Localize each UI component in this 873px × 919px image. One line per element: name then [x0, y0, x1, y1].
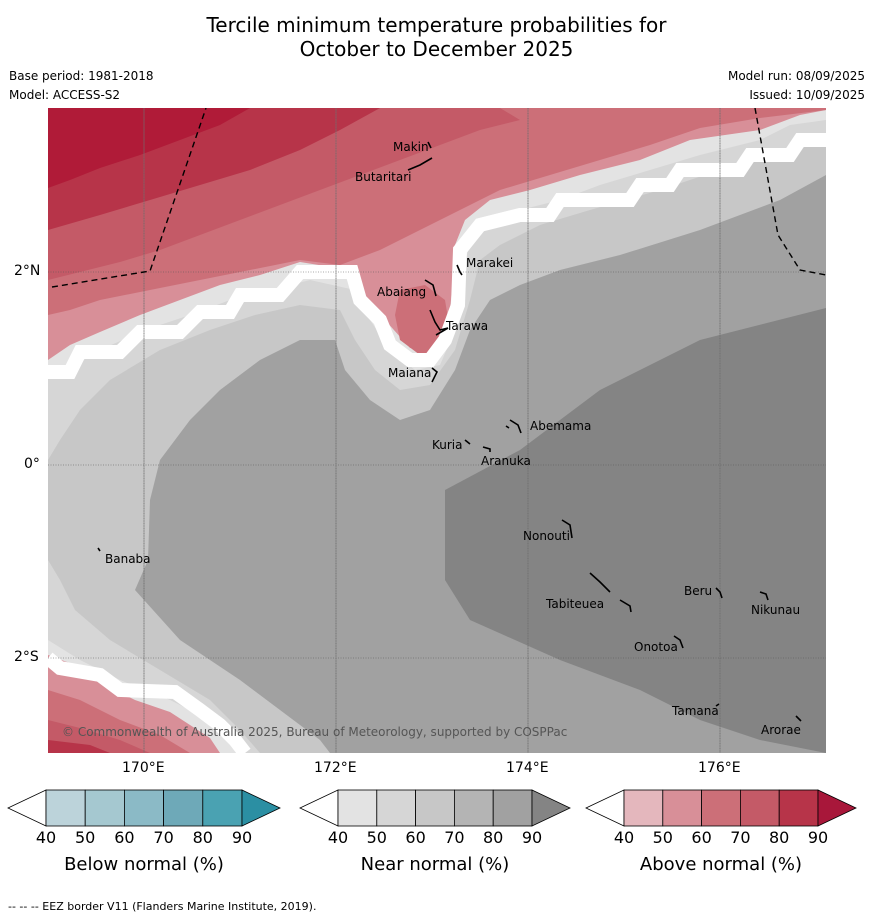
colorbar-tick-label: 40	[35, 828, 57, 847]
place-label: Butaritari	[355, 170, 412, 184]
colorbar-label-above: Above normal (%)	[639, 854, 803, 875]
place-label: Maiana	[388, 366, 432, 380]
colorbar-segment	[662, 789, 702, 827]
colorbar-extend-high	[241, 789, 281, 827]
colorbar-tick-label: 40	[613, 828, 635, 847]
colorbar-tick-label: 50	[75, 828, 96, 847]
colorbar-segment	[740, 789, 780, 827]
place-label: Marakei	[466, 256, 514, 270]
colorbar-segment	[778, 789, 819, 827]
map-title-line1: Tercile minimum temperature probabilitie…	[206, 13, 667, 37]
model-name: Model: ACCESS-S2	[9, 88, 121, 102]
colorbar-below-normal	[7, 789, 281, 827]
colorbar-tick-label: 70	[730, 828, 751, 847]
base-period: Base period: 1981-2018	[9, 69, 154, 83]
colorbar-segment	[623, 789, 664, 827]
place-label: Nonouti	[523, 529, 570, 543]
colorbar-tick-label: 70	[444, 828, 465, 847]
colorbar-segment	[701, 789, 741, 827]
colorbar-tick-label: 60	[691, 828, 712, 847]
map-title-line2: October to December 2025	[299, 37, 574, 61]
colorbar-tick-label: 90	[521, 828, 543, 847]
colorbar-segment	[45, 789, 86, 827]
place-label: Onotoa	[634, 640, 678, 654]
model-run: Model run: 08/09/2025	[727, 69, 865, 83]
place-label: Aranuka	[481, 454, 531, 468]
colorbar-segment	[84, 789, 125, 827]
colorbar-segment	[202, 789, 243, 827]
contour-above60	[48, 108, 826, 753]
lat-label-0: 0°	[24, 456, 40, 472]
place-label: Tabiteuea	[546, 597, 605, 611]
lon-label-170: 170°E	[122, 760, 165, 776]
colorbars	[7, 789, 857, 827]
colorbar-label-below: Below normal (%)	[64, 854, 224, 875]
place-label: Beru	[684, 584, 713, 598]
colorbar-tick-label: 60	[114, 828, 135, 847]
colorbar-segment	[415, 789, 455, 827]
copyright-notice: © Commonwealth of Australia 2025, Bureau…	[62, 725, 568, 739]
eez-border	[51, 108, 826, 288]
colorbar-label-near: Near normal (%)	[360, 854, 510, 875]
colorbar-extend-low	[585, 789, 625, 827]
colorbar-tick-label: 70	[153, 828, 174, 847]
colorbar-tick-label: 80	[769, 828, 790, 847]
colorbar-segment	[163, 789, 204, 827]
lat-label-2n: 2°N	[14, 263, 41, 279]
colorbar-segment	[337, 789, 378, 827]
colorbar-near-normal	[299, 789, 571, 827]
place-label: Makin	[393, 140, 429, 154]
colorbar-extend-high	[817, 789, 857, 827]
place-label: Arorae	[761, 723, 801, 737]
lon-label-174: 174°E	[506, 760, 549, 776]
neutral-band-north	[48, 133, 826, 379]
issued-date: Issued: 10/09/2025	[749, 88, 865, 102]
place-label: Kuria	[432, 438, 463, 452]
lon-label-176: 176°E	[698, 760, 741, 776]
neutral-band-south	[48, 652, 251, 753]
colorbar-tick-label: 90	[231, 828, 253, 847]
place-label: Banaba	[105, 552, 151, 566]
colorbar-extend-low	[299, 789, 339, 827]
colorbar-segment	[453, 789, 494, 827]
island-outlines	[97, 141, 802, 722]
place-label: Nikunau	[751, 603, 801, 617]
colorbar-extend-high	[531, 789, 571, 827]
colorbar-tick-label: 60	[405, 828, 426, 847]
probability-contours	[48, 108, 826, 753]
colorbar-extend-low	[7, 789, 47, 827]
lat-label-2s: 2°S	[14, 649, 39, 665]
colorbar-tick-label: 80	[483, 828, 504, 847]
colorbar-above-normal	[585, 789, 857, 827]
place-label: Tamana	[672, 704, 719, 718]
place-label: Abaiang	[377, 285, 427, 299]
colorbar-segment	[376, 789, 416, 827]
colorbar-tick-label: 50	[652, 828, 673, 847]
place-label: Abemama	[530, 419, 592, 433]
lon-label-172: 172°E	[314, 760, 357, 776]
colorbar-tick-label: 40	[327, 828, 349, 847]
colorbar-segment	[124, 789, 165, 827]
colorbar-tick-label: 90	[807, 828, 829, 847]
colorbar-tick-label: 80	[192, 828, 213, 847]
place-label: Tarawa	[446, 319, 489, 333]
colorbar-tick-label: 50	[366, 828, 387, 847]
eez-footnote: -- -- -- EEZ border V11 (Flanders Marine…	[8, 900, 317, 913]
colorbar-segment	[492, 789, 533, 827]
